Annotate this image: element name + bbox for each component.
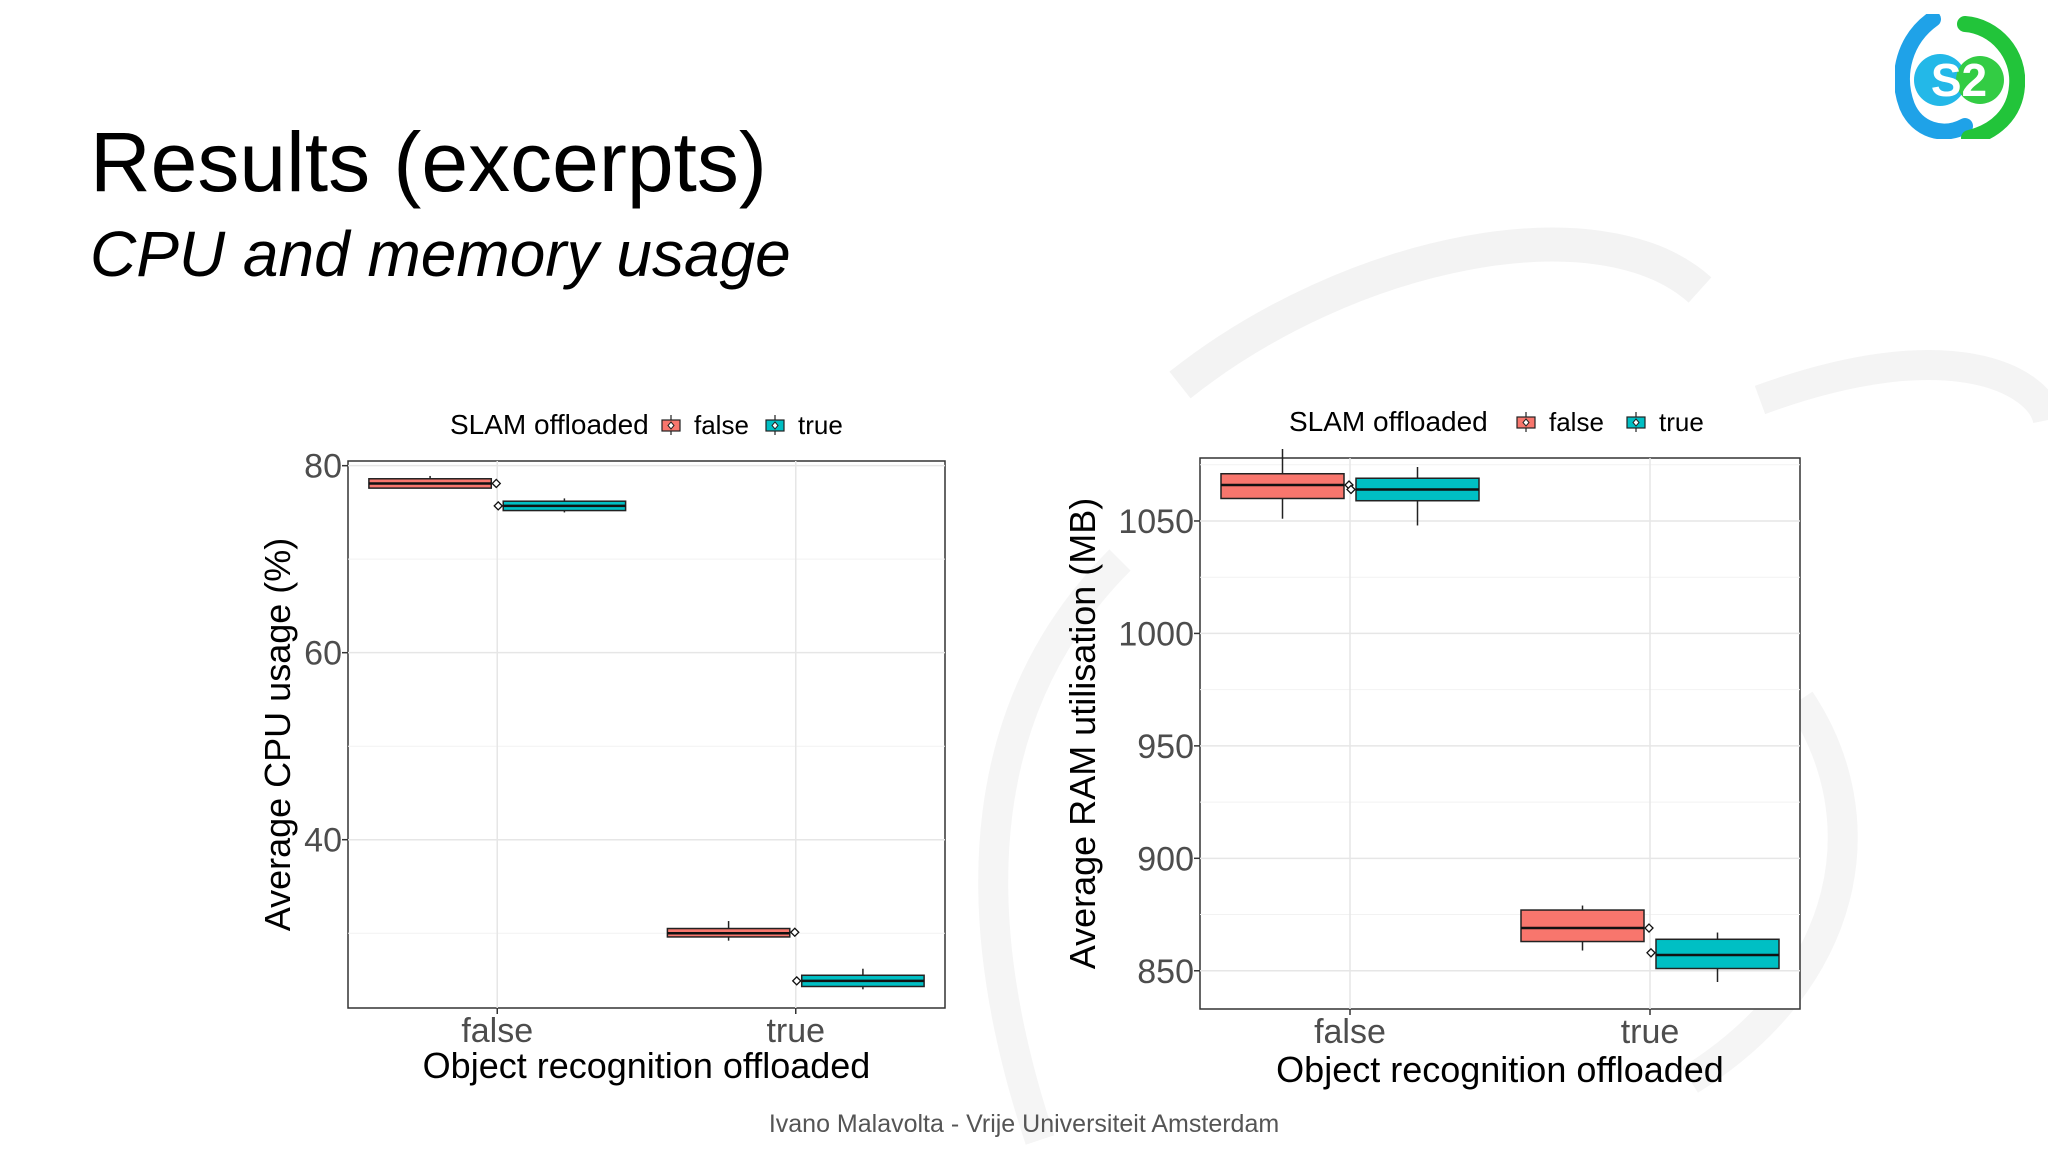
legend-label: false <box>694 410 749 440</box>
mean-marker <box>1346 484 1356 495</box>
mean-marker <box>791 975 802 986</box>
plot-panel <box>347 460 946 1009</box>
y-tick-label: 850 <box>1137 953 1194 991</box>
box-false-false <box>1220 449 1354 519</box>
box-body <box>1520 909 1645 943</box>
legend-key-mean <box>1522 418 1530 427</box>
y-tick-label: 60 <box>304 635 342 673</box>
box-true-true <box>1646 932 1780 983</box>
slide-subtitle: CPU and memory usage <box>90 218 791 290</box>
s2-logo-icon: S2 <box>1895 14 2025 139</box>
legend-key-mean <box>771 421 779 430</box>
x-tick-label: true <box>1621 1013 1680 1051</box>
box-true-true <box>791 968 925 990</box>
box-false-true <box>1520 905 1654 951</box>
mean-marker <box>491 478 502 489</box>
footer-text: Ivano Malavolta - Vrije Universiteit Ams… <box>768 1110 1280 1138</box>
mean-marker <box>1644 923 1654 933</box>
legend-entry-false: false <box>1516 407 1604 437</box>
y-tick-label: 80 <box>304 448 342 486</box>
x-tick-label: false <box>461 1012 533 1050</box>
mean-marker <box>493 500 504 511</box>
x-tick-label: false <box>1314 1013 1386 1051</box>
mean-marker <box>789 927 800 938</box>
legend-title: SLAM offloaded <box>450 409 649 440</box>
plot-panel <box>1199 457 1801 1010</box>
y-tick-label: 950 <box>1137 728 1194 766</box>
box-false-false <box>368 475 502 489</box>
legend-title: SLAM offloaded <box>1289 406 1488 437</box>
legend-entry-false: false <box>661 410 749 440</box>
y-axis-title: Average RAM utilisation (MB) <box>1062 498 1103 970</box>
legend-key-mean <box>1632 418 1640 427</box>
legend-entry-true: true <box>1626 407 1704 437</box>
y-tick-label: 900 <box>1137 840 1194 878</box>
box-false-true <box>666 921 800 941</box>
slide-title: Results (excerpts) <box>90 115 767 209</box>
y-tick-label: 1000 <box>1118 615 1194 653</box>
y-tick-label: 1050 <box>1118 503 1194 541</box>
legend-key-mean <box>667 421 675 430</box>
box-true-false <box>493 498 627 513</box>
x-tick-label: true <box>766 1012 825 1050</box>
legend-label: false <box>1549 407 1604 437</box>
x-axis-title: Object recognition offloaded <box>1276 1049 1724 1090</box>
legend-entry-true: true <box>765 410 843 440</box>
legend-label: true <box>1659 407 1704 437</box>
y-tick-label: 40 <box>304 822 342 860</box>
box-true-false <box>1346 466 1480 526</box>
mean-marker <box>1646 947 1656 958</box>
legend-label: true <box>798 410 843 440</box>
y-axis-title: Average CPU usage (%) <box>257 538 298 932</box>
logo-text: S2 <box>1931 54 1987 106</box>
x-axis-title: Object recognition offloaded <box>423 1045 871 1086</box>
